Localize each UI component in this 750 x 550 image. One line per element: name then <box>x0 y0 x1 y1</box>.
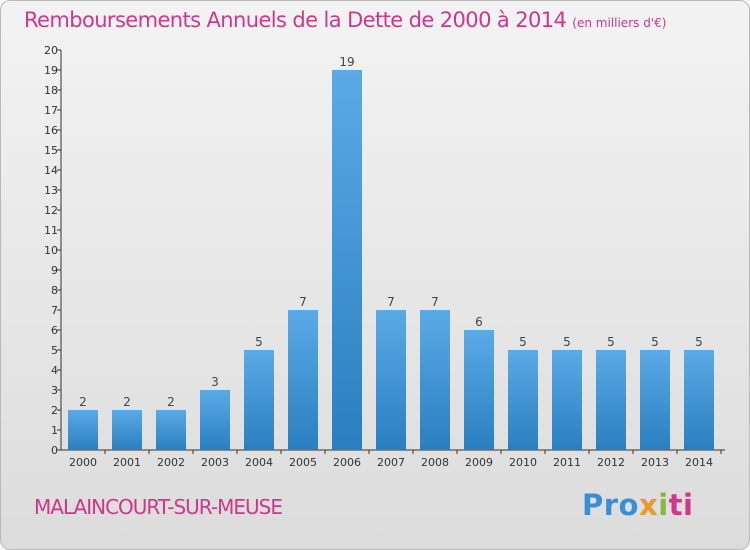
y-tick-label: 11 <box>44 224 58 237</box>
value-label-2006: 19 <box>339 55 354 69</box>
x-tick-label-2000: 2000 <box>69 456 97 469</box>
value-label-2001: 2 <box>123 395 131 409</box>
value-label-2003: 3 <box>211 375 219 389</box>
y-tick-label: 10 <box>44 244 58 257</box>
value-label-2007: 7 <box>387 295 395 309</box>
y-tick-label: 12 <box>44 204 58 217</box>
bar-2011 <box>552 350 582 450</box>
bar-2003 <box>200 390 230 450</box>
y-tick-label: 18 <box>44 84 58 97</box>
bar-2001 <box>112 410 142 450</box>
bar-2013 <box>640 350 670 450</box>
value-label-2012: 5 <box>607 335 615 349</box>
x-tick-label-2010: 2010 <box>509 456 537 469</box>
x-tick-label-2004: 2004 <box>245 456 273 469</box>
bar-2005 <box>288 310 318 450</box>
value-label-2009: 6 <box>475 315 483 329</box>
y-tick-label: 0 <box>51 444 58 457</box>
y-tick-label: 13 <box>44 184 58 197</box>
x-tick-label-2011: 2011 <box>553 456 581 469</box>
value-label-2011: 5 <box>563 335 571 349</box>
x-tick-label-2006: 2006 <box>333 456 361 469</box>
x-tick-label-2007: 2007 <box>377 456 405 469</box>
chart-title: Remboursements Annuels de la Dette de 20… <box>24 8 666 32</box>
value-label-2000: 2 <box>79 395 87 409</box>
proxiti-logo: Proxiti <box>582 488 693 522</box>
bar-2002 <box>156 410 186 450</box>
value-label-2013: 5 <box>651 335 659 349</box>
x-tick-label-2008: 2008 <box>421 456 449 469</box>
x-tick-label-2009: 2009 <box>465 456 493 469</box>
y-tick-label: 15 <box>44 144 58 157</box>
value-label-2010: 5 <box>519 335 527 349</box>
y-tick-label: 4 <box>51 364 58 377</box>
logo-part-3: i <box>658 488 669 522</box>
logo-part-4: ti <box>668 488 694 522</box>
bar-2014 <box>684 350 714 450</box>
value-label-2004: 5 <box>255 335 263 349</box>
x-tick-label-2002: 2002 <box>157 456 185 469</box>
bar-2012 <box>596 350 626 450</box>
y-tick-label: 1 <box>51 424 58 437</box>
x-tick-label-2005: 2005 <box>289 456 317 469</box>
x-tick-label-2014: 2014 <box>685 456 713 469</box>
x-tick-label-2012: 2012 <box>597 456 625 469</box>
bar-2004 <box>244 350 274 450</box>
logo-part-1: Pro <box>582 488 639 522</box>
y-tick-label: 14 <box>44 164 58 177</box>
y-tick-label: 6 <box>51 324 58 337</box>
chart-subtitle: (en milliers d'€) <box>572 16 667 30</box>
value-label-2002: 2 <box>167 395 175 409</box>
commune-name: MALAINCOURT-SUR-MEUSE <box>34 495 283 519</box>
y-tick-label: 19 <box>44 64 58 77</box>
bar-2010 <box>508 350 538 450</box>
logo-part-2: x <box>638 488 659 522</box>
bar-2000 <box>68 410 98 450</box>
y-tick-label: 5 <box>51 344 58 357</box>
chart-title-text: Remboursements Annuels de la Dette de 20… <box>24 8 567 32</box>
x-tick-label-2013: 2013 <box>641 456 669 469</box>
bar-2008 <box>420 310 450 450</box>
y-tick-label: 2 <box>51 404 58 417</box>
y-tick-label: 20 <box>44 44 58 57</box>
x-tick-label-2003: 2003 <box>201 456 229 469</box>
y-tick-label: 8 <box>51 284 58 297</box>
value-label-2014: 5 <box>695 335 703 349</box>
y-tick-label: 7 <box>51 304 58 317</box>
y-tick-label: 17 <box>44 104 58 117</box>
bar-2007 <box>376 310 406 450</box>
x-tick-label-2001: 2001 <box>113 456 141 469</box>
bar-2006 <box>332 70 362 450</box>
y-tick-label: 16 <box>44 124 58 137</box>
value-label-2005: 7 <box>299 295 307 309</box>
y-tick-label: 3 <box>51 384 58 397</box>
bar-2009 <box>464 330 494 450</box>
y-tick-label: 9 <box>51 264 58 277</box>
value-label-2008: 7 <box>431 295 439 309</box>
